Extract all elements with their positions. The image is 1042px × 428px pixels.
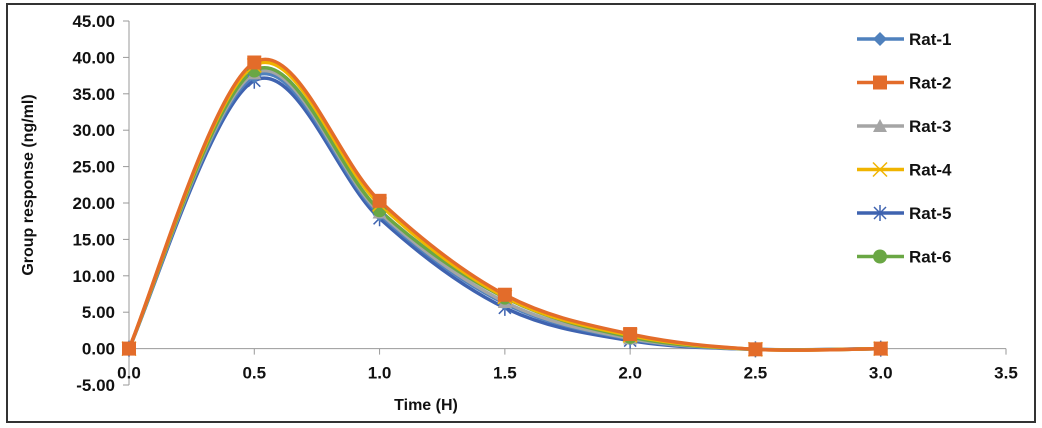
legend: Rat-1 Rat-2 Rat-3 Rat-4 Rat-5 Rat-6 [857,30,952,267]
legend-item-rat-5[interactable]: Rat-5 [857,204,952,223]
legend-item-rat-2[interactable]: Rat-2 [857,74,952,93]
data-point [873,341,888,356]
y-tick-label: 45.00 [72,12,115,31]
y-tick-label: 15.00 [72,230,115,249]
data-point [748,342,763,357]
legend-label: Rat-1 [909,30,952,49]
data-point [247,55,262,70]
legend-marker-icon [873,32,887,46]
legend-label: Rat-4 [909,161,952,180]
x-tick-label: 3.5 [994,364,1018,383]
legend-marker-icon [873,119,887,132]
y-tick-label: -5.00 [76,376,115,395]
data-point [372,193,387,208]
x-tick-label: 0.0 [117,364,141,383]
x-tick-label: 0.5 [242,364,266,383]
x-tick-label: 1.0 [368,364,392,383]
data-point [122,341,136,356]
x-tick-label: 2.0 [618,364,642,383]
x-axis-title: Time (H) [394,397,458,414]
legend-item-rat-1[interactable]: Rat-1 [857,30,952,49]
legend-marker-icon [873,249,887,264]
data-point [623,327,638,342]
markers-rat-5 [122,72,888,358]
legend-label: Rat-6 [909,248,952,267]
y-tick-label: 10.00 [72,267,115,286]
data-point [497,287,512,302]
legend-marker-icon [873,205,887,221]
legend-label: Rat-2 [909,74,952,93]
legend-label: Rat-5 [909,204,952,223]
y-tick-label: 0.00 [82,340,115,359]
y-tick-label: 35.00 [72,85,115,104]
legend-item-rat-3[interactable]: Rat-3 [857,117,952,136]
y-tick-label: 5.00 [82,303,115,322]
x-tick-label: 1.5 [493,364,517,383]
markers-rat-2 [122,55,888,357]
y-axis-title: Group response (ng/ml) [20,94,37,275]
series-rat-2 [127,57,881,353]
y-tick-label: 25.00 [72,158,115,177]
legend-label: Rat-3 [909,117,952,136]
x-tick-label: 3.0 [869,364,893,383]
y-tick-label: 40.00 [72,48,115,67]
legend-item-rat-6[interactable]: Rat-6 [857,248,952,267]
series-line [127,57,881,353]
y-tick-label: 30.00 [72,121,115,140]
legend-marker-icon [873,75,887,90]
legend-item-rat-4[interactable]: Rat-4 [857,161,952,180]
x-tick-label: 2.5 [744,364,768,383]
series-layer [121,55,889,358]
legend-marker-icon [872,161,888,178]
y-tick-label: 20.00 [72,194,115,213]
axes: -5.00 0.00 5.00 10.00 15.00 20.00 25.00 30.00 35… [72,12,1017,395]
